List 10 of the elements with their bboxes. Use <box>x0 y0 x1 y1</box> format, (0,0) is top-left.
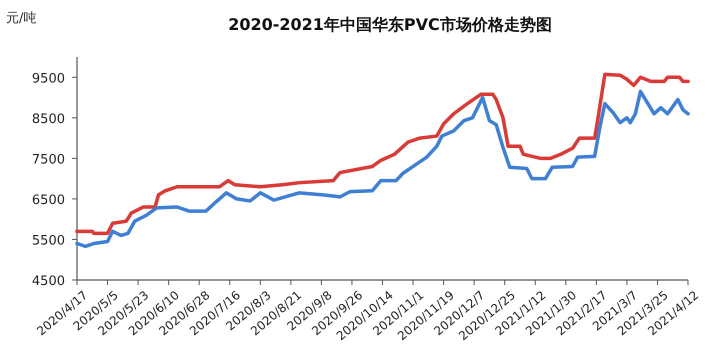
y-tick-label: 6500 <box>32 192 65 208</box>
y-tick-label: 8500 <box>32 112 65 127</box>
y-tick-label: 4500 <box>32 274 65 289</box>
line-series <box>75 90 690 248</box>
y-tick-label: 7500 <box>32 152 65 168</box>
line-series <box>75 72 690 236</box>
chart-title: 2020-2021年中国华东PVC市场价格走势图 <box>228 15 552 34</box>
y-axis-title: 元/吨 <box>6 11 36 26</box>
y-tick-label: 9500 <box>32 71 65 86</box>
y-tick-label: 5500 <box>32 233 65 248</box>
